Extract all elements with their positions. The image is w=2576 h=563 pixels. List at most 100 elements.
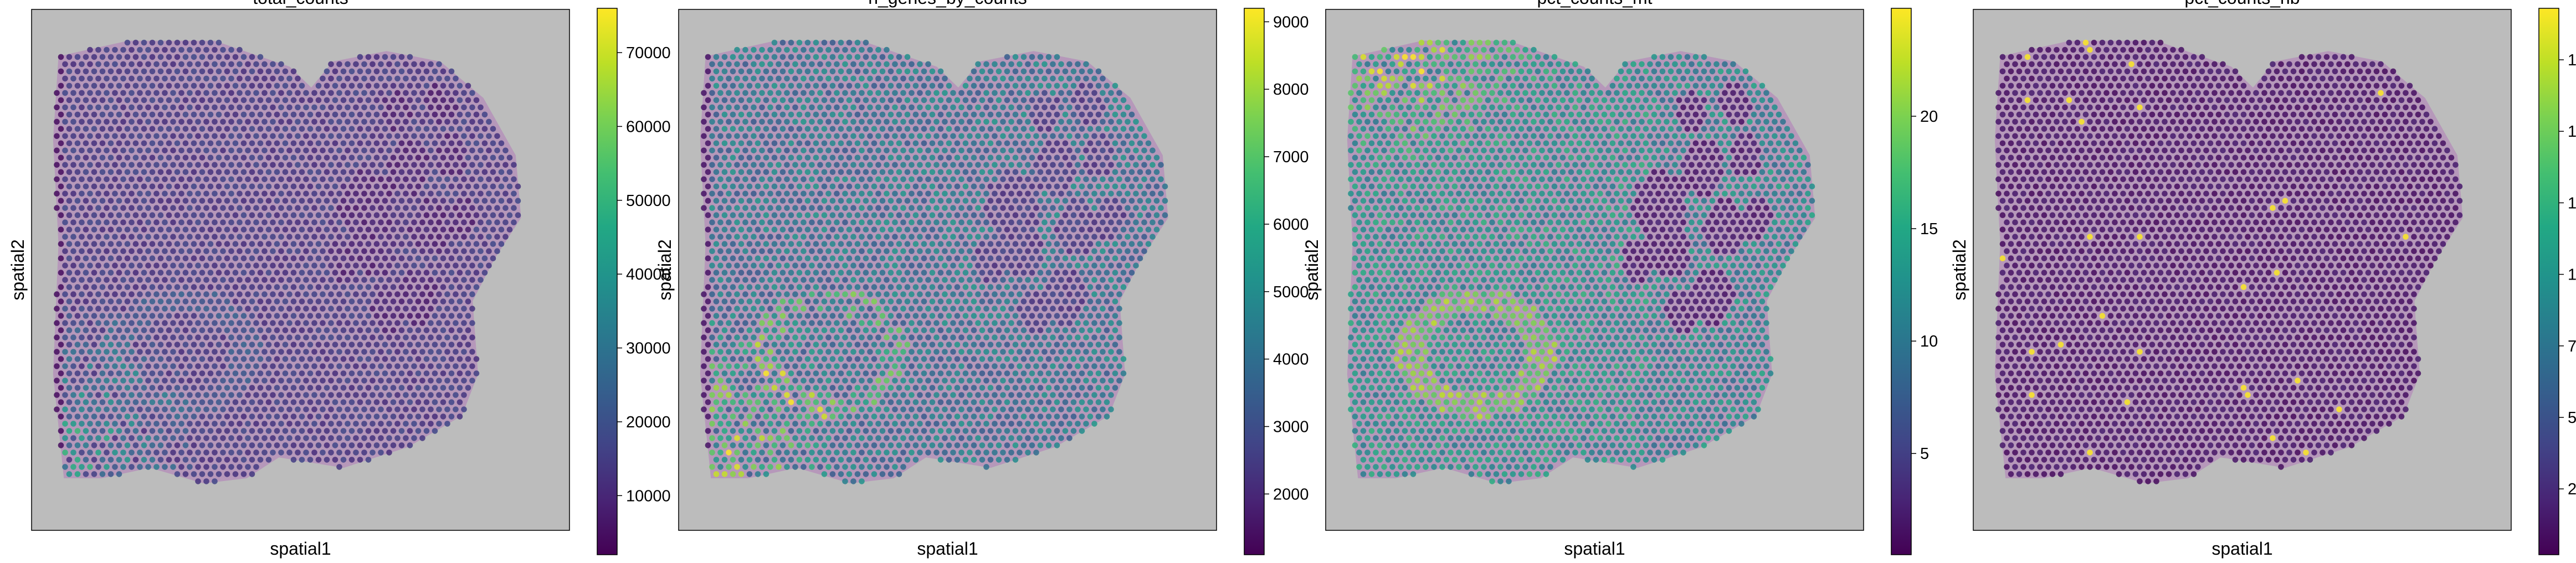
spot [1108,219,1114,226]
spot [967,118,973,125]
spot [436,277,442,283]
spot [70,349,76,355]
spot [713,327,720,333]
spot [971,154,977,161]
spot [240,356,247,362]
spot [746,126,753,132]
spot [195,162,201,168]
spot [490,212,496,219]
spot [506,183,513,190]
spot [987,154,994,161]
spot [1025,262,1031,269]
spot [274,313,280,319]
spot [295,118,301,125]
spot [166,140,172,147]
spot [813,241,819,247]
spot [295,147,301,154]
spot [386,248,392,255]
spot [490,198,496,204]
spot [107,241,114,247]
spot [120,262,126,269]
spot [307,313,314,319]
spot [345,392,351,398]
spot [478,104,484,111]
spot [307,385,314,391]
spot [382,68,388,75]
spot [925,291,931,297]
spot [386,90,392,96]
spot [145,205,151,211]
spot [311,363,317,369]
spot [1037,82,1044,89]
spot [1079,298,1085,304]
spot [398,370,405,376]
spot [502,176,509,183]
spot [353,291,359,297]
spot [407,241,413,247]
spot [933,291,940,297]
spot [66,414,73,420]
spot [992,291,998,297]
spot [1100,90,1106,96]
spot [83,428,89,434]
spot [1108,104,1114,111]
spot [261,378,268,384]
spot [900,75,906,82]
spot [465,356,471,362]
spot [962,154,969,161]
spot [303,450,309,456]
spot [759,133,765,140]
spot [253,277,259,283]
spot [79,349,85,355]
spot [303,277,309,283]
spot [257,183,264,190]
spot [299,126,305,132]
spot [378,421,384,427]
spot [403,133,409,140]
spot [224,370,230,376]
spot [228,61,234,68]
spot [137,147,143,154]
spot [307,255,314,262]
spot [730,54,736,60]
spot [370,90,376,96]
spot [746,68,753,75]
spot [705,212,711,219]
spot [386,378,392,384]
spot [299,198,305,204]
spot [432,385,438,391]
spot [448,68,455,75]
spot [107,226,114,233]
spot [909,104,915,111]
spot [124,298,131,304]
spot [245,262,251,269]
spot [54,118,60,125]
spot [444,147,450,154]
spot [237,262,243,269]
spot [1045,68,1052,75]
spot [469,363,475,369]
spot [274,414,280,420]
spot [390,428,397,434]
spot [212,248,218,255]
spot [378,262,384,269]
spot [199,313,206,319]
spot [245,75,251,82]
spot [1045,226,1052,233]
spot [203,378,209,384]
spot [461,104,467,111]
spot [70,450,76,456]
spot [290,198,297,204]
spot [270,378,276,384]
spot [738,111,745,118]
spot [311,435,317,441]
spot [771,97,778,104]
spot [141,82,147,89]
spot [942,277,948,283]
spot [1020,241,1027,247]
spot [846,270,853,276]
spot [1020,54,1027,60]
spot [112,234,118,240]
spot [1012,54,1019,60]
spot [1133,234,1139,240]
